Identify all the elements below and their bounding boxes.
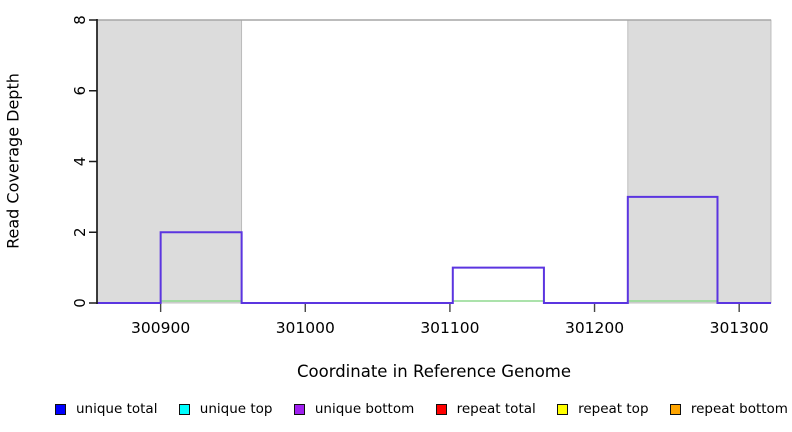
legend-item-unique-total: unique total — [55, 401, 157, 417]
legend-label: unique total — [76, 401, 158, 417]
legend-swatch-icon — [178, 403, 190, 415]
legend-label: repeat top — [578, 401, 649, 417]
legend-item-unique-bottom: unique bottom — [293, 401, 415, 417]
legend-label: repeat bottom — [690, 401, 788, 417]
legend-swatch-icon — [669, 403, 681, 415]
legend-item-unique-top: unique top — [178, 401, 273, 417]
legend-item-repeat-total: repeat total — [435, 401, 536, 417]
legend-label: unique bottom — [314, 401, 415, 417]
shaded-region — [627, 19, 772, 304]
legend-swatch-icon — [55, 403, 66, 415]
legend-swatch-icon — [293, 403, 305, 415]
x-tick-label: 301200 — [565, 319, 624, 337]
legend-label: repeat total — [456, 401, 536, 417]
legend: unique total unique top unique bottom repea… — [0, 395, 792, 423]
x-tick-label: 300900 — [131, 319, 190, 337]
legend-swatch-icon — [557, 403, 569, 415]
legend-item-repeat-top: repeat top — [557, 401, 649, 417]
x-tick-label: 301100 — [420, 319, 479, 337]
x-axis-label: Coordinate in Reference Genome — [296, 362, 572, 381]
shaded-region — [96, 19, 243, 304]
y-tick-label: 0 — [71, 298, 89, 308]
y-tick-label: 4 — [71, 157, 89, 167]
x-tick-label: 301300 — [710, 319, 769, 337]
x-tick-label: 301000 — [276, 319, 335, 337]
legend-item-repeat-bottom: repeat bottom — [669, 401, 788, 417]
y-axis-label: Read Coverage Depth — [3, 73, 23, 249]
legend-label: unique top — [199, 401, 273, 417]
legend-swatch-icon — [435, 403, 447, 415]
y-tick-label: 6 — [71, 86, 89, 96]
y-tick-label: 2 — [71, 227, 89, 237]
y-tick-label: 8 — [71, 15, 89, 25]
coverage-step-line — [97, 195, 771, 304]
